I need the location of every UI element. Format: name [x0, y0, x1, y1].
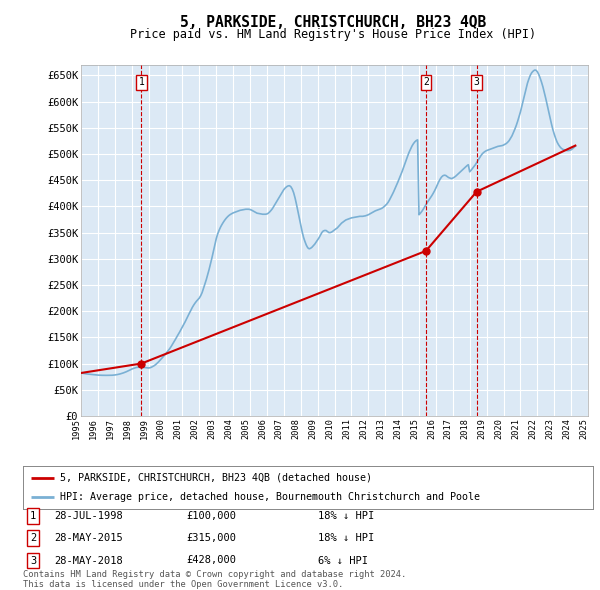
Text: 1997: 1997 [106, 418, 115, 439]
Text: 2016: 2016 [427, 418, 436, 439]
Text: 2025: 2025 [579, 418, 588, 439]
Text: 2023: 2023 [545, 418, 554, 439]
Text: 2002: 2002 [190, 418, 199, 439]
Text: 2024: 2024 [562, 418, 571, 439]
Text: 18% ↓ HPI: 18% ↓ HPI [318, 511, 374, 520]
Text: 28-MAY-2015: 28-MAY-2015 [54, 533, 123, 543]
Text: 2: 2 [423, 77, 429, 87]
Text: 2005: 2005 [241, 418, 250, 439]
Text: 5, PARKSIDE, CHRISTCHURCH, BH23 4QB (detached house): 5, PARKSIDE, CHRISTCHURCH, BH23 4QB (det… [60, 473, 372, 483]
Text: 2006: 2006 [258, 418, 267, 439]
Text: 2010: 2010 [325, 418, 335, 439]
Text: 2014: 2014 [393, 418, 402, 439]
Text: 2012: 2012 [359, 418, 368, 439]
Text: 28-MAY-2018: 28-MAY-2018 [54, 556, 123, 565]
Text: 2009: 2009 [308, 418, 317, 439]
Text: 3: 3 [473, 77, 479, 87]
Text: 1: 1 [139, 77, 144, 87]
Text: 2022: 2022 [528, 418, 537, 439]
Text: Contains HM Land Registry data © Crown copyright and database right 2024.
This d: Contains HM Land Registry data © Crown c… [23, 570, 406, 589]
Text: 2011: 2011 [343, 418, 352, 439]
Text: 2021: 2021 [511, 418, 520, 439]
Text: 3: 3 [30, 556, 36, 565]
Text: 2001: 2001 [173, 418, 182, 439]
Text: 1: 1 [30, 511, 36, 520]
Text: 2003: 2003 [207, 418, 216, 439]
Text: 2015: 2015 [410, 418, 419, 439]
Text: 2000: 2000 [157, 418, 166, 439]
Text: 1996: 1996 [89, 418, 98, 439]
Text: £428,000: £428,000 [186, 556, 236, 565]
Text: HPI: Average price, detached house, Bournemouth Christchurch and Poole: HPI: Average price, detached house, Bour… [60, 492, 480, 502]
Text: 2004: 2004 [224, 418, 233, 439]
Text: 2008: 2008 [292, 418, 301, 439]
Text: 1999: 1999 [140, 418, 149, 439]
Text: 2013: 2013 [376, 418, 385, 439]
Text: 5, PARKSIDE, CHRISTCHURCH, BH23 4QB: 5, PARKSIDE, CHRISTCHURCH, BH23 4QB [180, 15, 486, 30]
Text: 1998: 1998 [122, 418, 131, 439]
Text: 2017: 2017 [444, 418, 453, 439]
Text: 2007: 2007 [275, 418, 284, 439]
Text: £315,000: £315,000 [186, 533, 236, 543]
Text: 2019: 2019 [478, 418, 487, 439]
Text: 2020: 2020 [494, 418, 503, 439]
Text: 1995: 1995 [72, 418, 81, 439]
Text: 6% ↓ HPI: 6% ↓ HPI [318, 556, 368, 565]
Text: £100,000: £100,000 [186, 511, 236, 520]
Text: 18% ↓ HPI: 18% ↓ HPI [318, 533, 374, 543]
Text: 2: 2 [30, 533, 36, 543]
Text: Price paid vs. HM Land Registry's House Price Index (HPI): Price paid vs. HM Land Registry's House … [130, 28, 536, 41]
Text: 2018: 2018 [461, 418, 470, 439]
Text: 28-JUL-1998: 28-JUL-1998 [54, 511, 123, 520]
